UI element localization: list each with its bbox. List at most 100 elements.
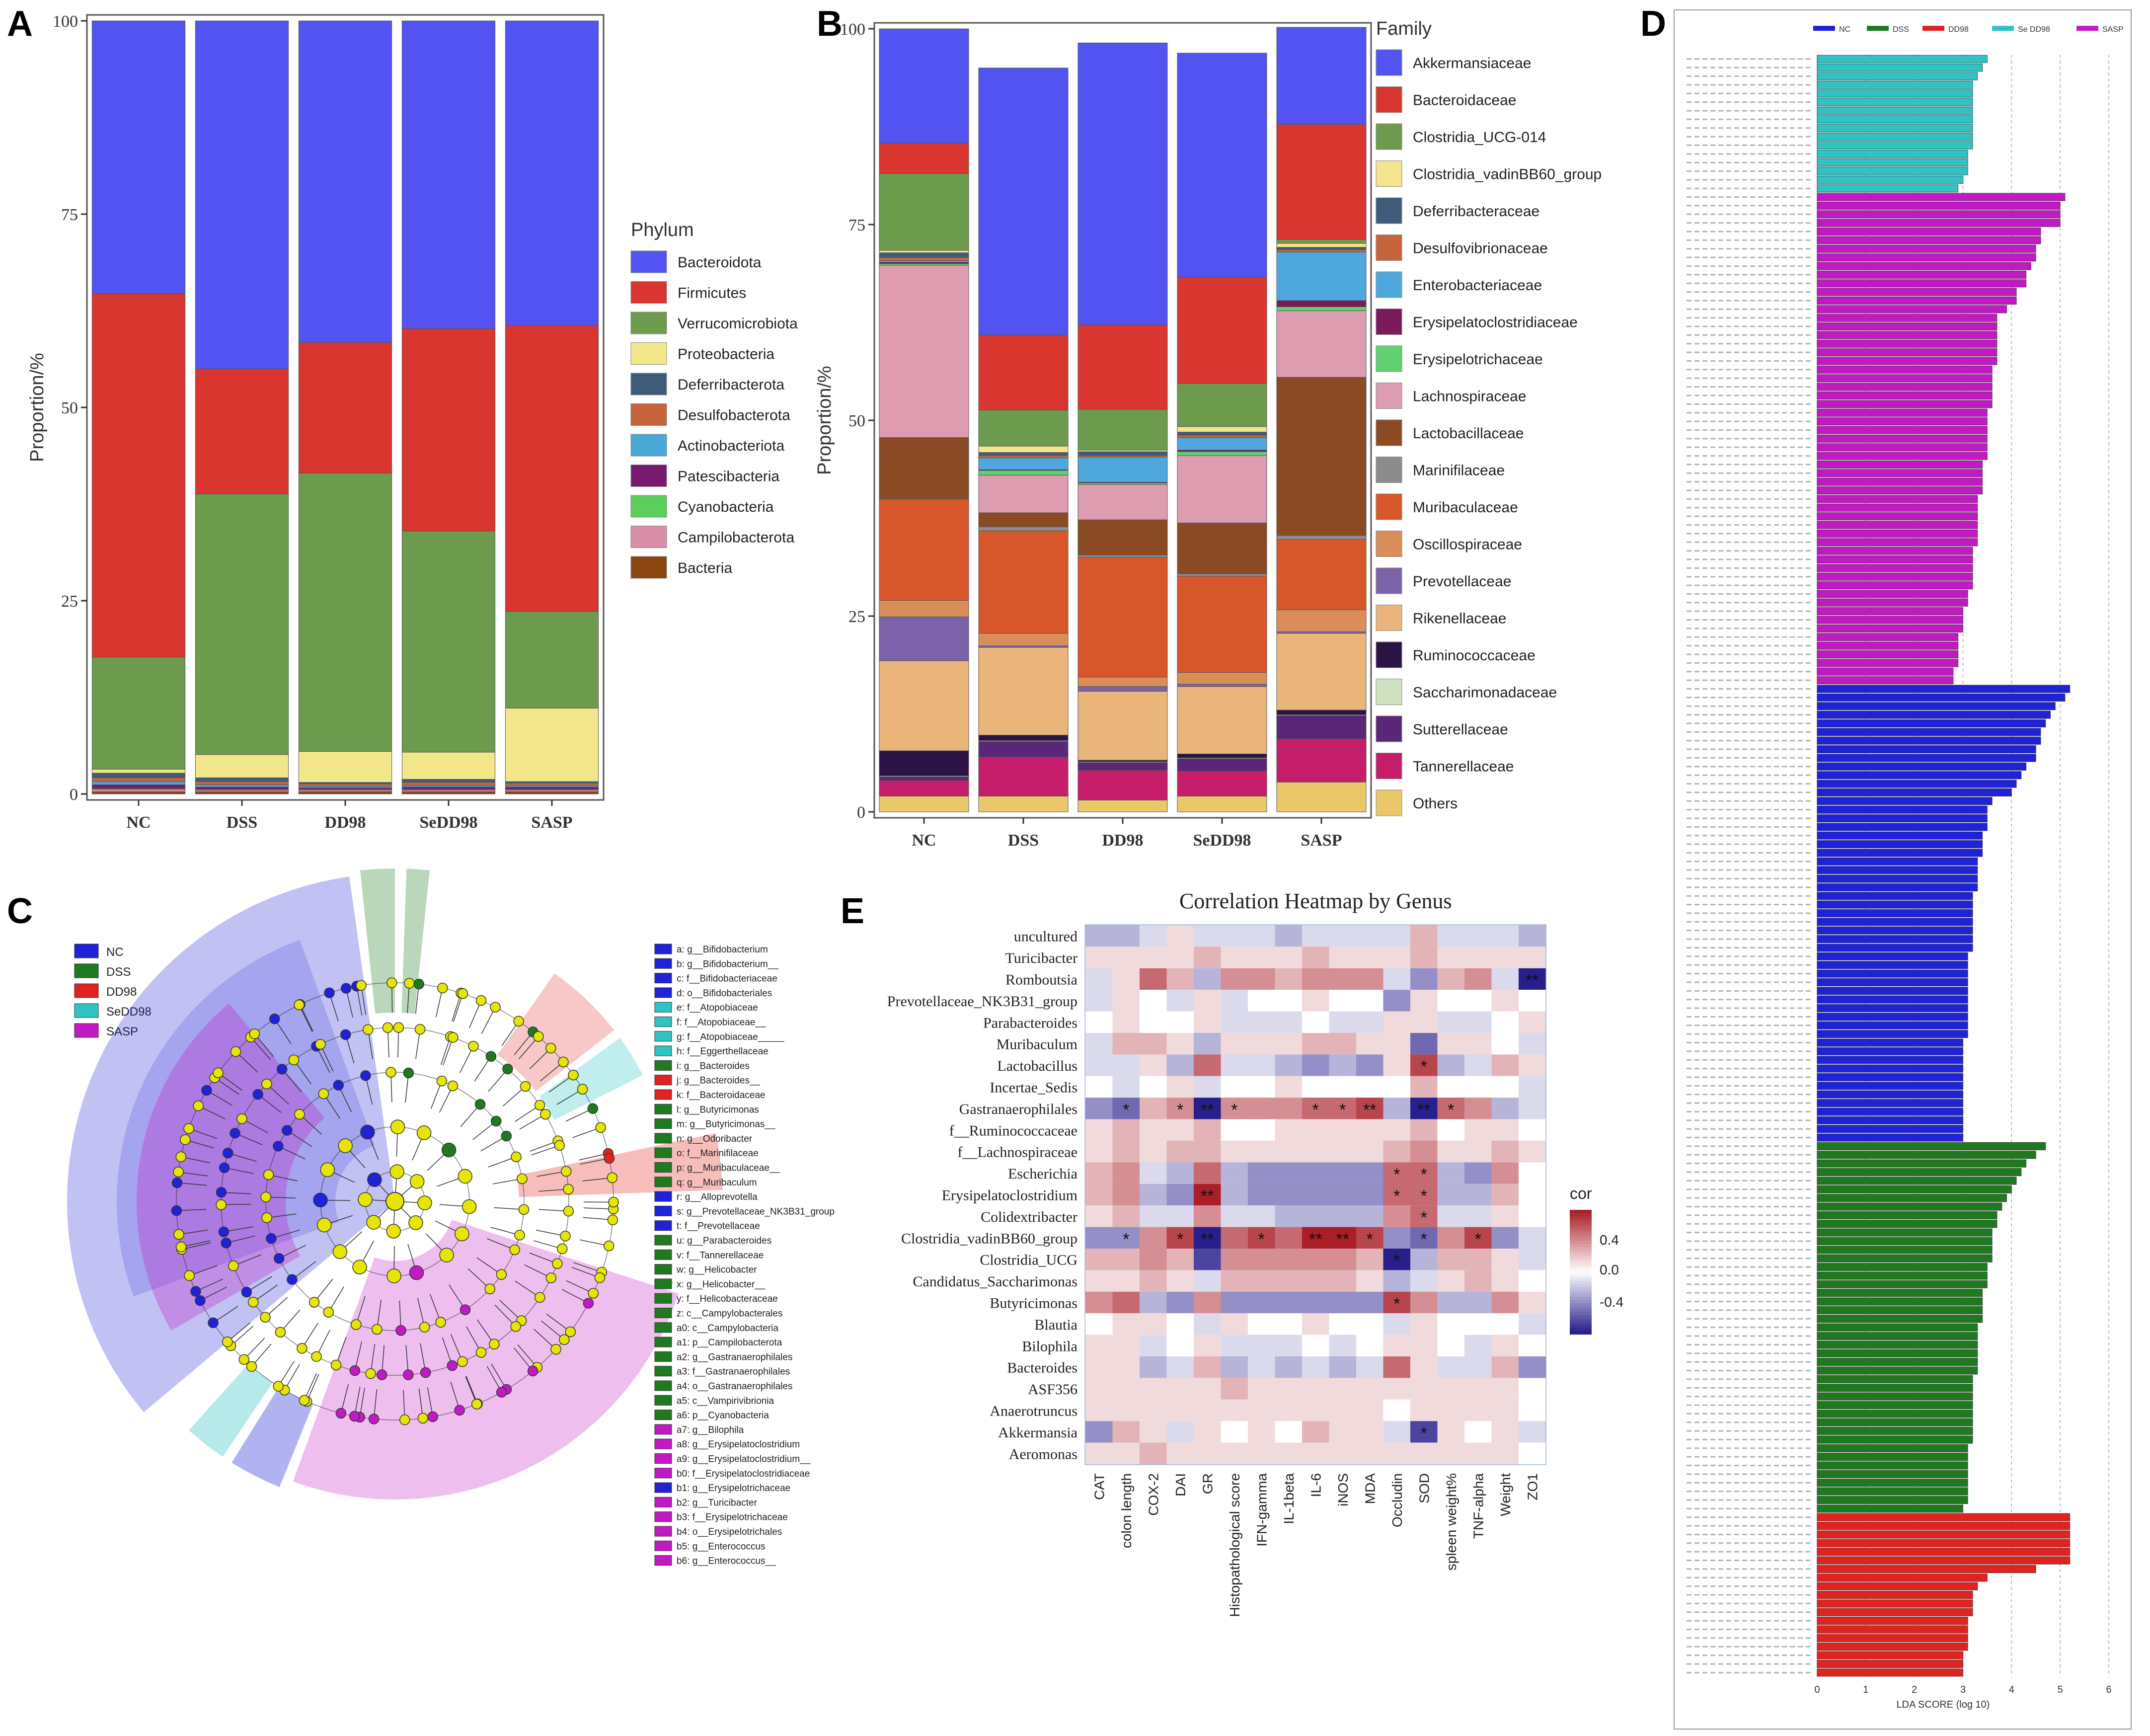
lda-bar-dss xyxy=(1817,1177,2017,1185)
colorbar-step xyxy=(1570,1241,1592,1245)
heatmap-cell xyxy=(1410,1335,1438,1356)
lda-bar-nc xyxy=(1817,900,1973,909)
heatmap-cell xyxy=(1464,1205,1492,1227)
lda-bar-nc xyxy=(1817,780,2017,788)
heatmap-cell xyxy=(1302,1119,1329,1141)
legend-swatch-bacteria xyxy=(630,556,667,579)
clado-node xyxy=(475,1347,487,1358)
heatmap-cell xyxy=(1410,1270,1438,1292)
bar-segment-muribaculaceae xyxy=(1077,557,1168,678)
heatmap-cell xyxy=(1112,1356,1140,1378)
lda-bar-se-dd98 xyxy=(1817,175,1963,184)
bar-segment-proteobacteria xyxy=(298,751,392,783)
heatmap-significance-mark: ** xyxy=(1417,1101,1430,1119)
clado-key-label: a9: g__Erysipelatoclostridium__ xyxy=(677,1454,811,1465)
x-tick-label: NC xyxy=(912,831,936,850)
bar-segment-actinobacteriota xyxy=(91,781,186,785)
colorbar-step xyxy=(1570,1281,1592,1285)
lda-bar-dd98 xyxy=(1817,1539,2071,1547)
heatmap-cell xyxy=(1491,968,1519,990)
legend-label-marinifilaceae: Marinifilaceae xyxy=(1413,463,1505,479)
heatmap-col-label: COX-2 xyxy=(1146,1473,1161,1516)
bar-segment-desulfobacterota xyxy=(401,782,496,786)
lda-bar-nc xyxy=(1817,952,1968,960)
heatmap-cell xyxy=(1356,925,1383,947)
clado-node xyxy=(213,1067,224,1079)
bar-segment-lachnospiraceae xyxy=(879,265,969,438)
lda-bar-nc xyxy=(1817,762,2027,771)
clado-key-swatch xyxy=(654,1351,672,1362)
lda-bar-dss xyxy=(1817,1426,1973,1435)
clado-node xyxy=(352,1260,367,1274)
heatmap-col-label: Weight xyxy=(1498,1473,1513,1516)
heatmap-cell xyxy=(1194,1313,1221,1335)
heatmap-col-label: ZO1 xyxy=(1525,1473,1540,1500)
heatmap-cell xyxy=(1329,1421,1356,1443)
clado-node xyxy=(246,1361,257,1372)
colorbar-step xyxy=(1570,1268,1592,1272)
lda-bar-sasp xyxy=(1817,227,2041,236)
clado-key-swatch xyxy=(654,1511,672,1522)
heatmap-cell xyxy=(1410,990,1438,1012)
lda-bar-dss xyxy=(1817,1220,1997,1228)
lda-bar-dss xyxy=(1817,1487,1968,1496)
lda-bar-dd98 xyxy=(1817,1556,2071,1565)
clado-node xyxy=(420,1367,431,1378)
bar-segment-bacteroidota xyxy=(401,20,496,329)
clado-key-label: r: g__Alloprevotella xyxy=(677,1192,758,1202)
heatmap-significance-mark: * xyxy=(1421,1165,1427,1184)
heatmap-cell xyxy=(1085,1141,1113,1163)
y-tick-label: 100 xyxy=(53,12,78,31)
heatmap-cell xyxy=(1194,990,1221,1012)
lda-bar-sasp xyxy=(1817,322,1997,331)
colorbar-step xyxy=(1570,1293,1592,1297)
y-tick-label: 50 xyxy=(848,412,865,430)
clado-key-label: a1: p__Campilobacterota xyxy=(677,1338,782,1348)
heatmap-cell xyxy=(1248,1162,1275,1184)
bar-segment-rikenellaceae xyxy=(1077,691,1168,761)
bar-segment-erysipelotrichaceae xyxy=(1177,451,1267,456)
heatmap-cell xyxy=(1329,1076,1356,1098)
x-tick-label: SASP xyxy=(531,813,572,832)
clado-node xyxy=(208,1317,219,1329)
heatmap-cell xyxy=(1140,1162,1167,1184)
heatmap-cell xyxy=(1248,1356,1275,1378)
lda-bar-sasp xyxy=(1817,288,2017,296)
heatmap-cell xyxy=(1491,1033,1519,1055)
heatmap-cell xyxy=(1166,1335,1194,1356)
heatmap-cell xyxy=(1112,1119,1140,1141)
clado-node xyxy=(447,1360,458,1371)
lda-legend-label-dss: DSS xyxy=(1893,25,1909,34)
heatmap-cell xyxy=(1085,1442,1113,1464)
lda-bar-sasp xyxy=(1817,210,2061,219)
lda-bar-nc xyxy=(1817,1038,1963,1047)
legend-swatch-muribaculaceae xyxy=(1376,493,1402,520)
lda-x-tick-label: 3 xyxy=(1960,1684,1966,1695)
clado-node xyxy=(502,1063,513,1075)
heatmap-cell xyxy=(1464,1227,1492,1249)
heatmap-row-label: Colidextribacter xyxy=(981,1209,1077,1225)
clado-key-swatch xyxy=(654,1075,672,1086)
heatmap-cell xyxy=(1329,1399,1356,1421)
bar-segment-sutterellaceae xyxy=(1177,758,1267,772)
bar-segment-bacteroidota xyxy=(195,20,289,369)
heatmap-cell xyxy=(1491,1011,1519,1033)
x-tick-label: DD98 xyxy=(1102,831,1143,850)
lda-x-tick-label: 4 xyxy=(2009,1684,2014,1695)
clado-node xyxy=(333,1080,344,1091)
clado-node xyxy=(183,1123,194,1134)
clado-node xyxy=(349,1411,360,1422)
lda-bar-nc xyxy=(1817,849,1983,857)
heatmap-cell xyxy=(1356,1098,1383,1119)
heatmap-cell xyxy=(1302,1421,1329,1443)
heatmap-cell xyxy=(1085,1033,1113,1055)
heatmap-cell xyxy=(1194,1076,1221,1098)
heatmap-row-label: Aeromonas xyxy=(1009,1446,1077,1462)
clado-key-swatch xyxy=(654,1045,672,1056)
clado-legend-label-dd98: DD98 xyxy=(106,985,137,999)
heatmap-cell xyxy=(1194,1249,1221,1270)
clado-key-swatch xyxy=(654,1177,672,1187)
legend-label-bacteroidaceae: Bacteroidaceae xyxy=(1413,92,1516,109)
lda-bar-se-dd98 xyxy=(1817,115,1973,124)
heatmap-cell xyxy=(1112,1399,1140,1421)
